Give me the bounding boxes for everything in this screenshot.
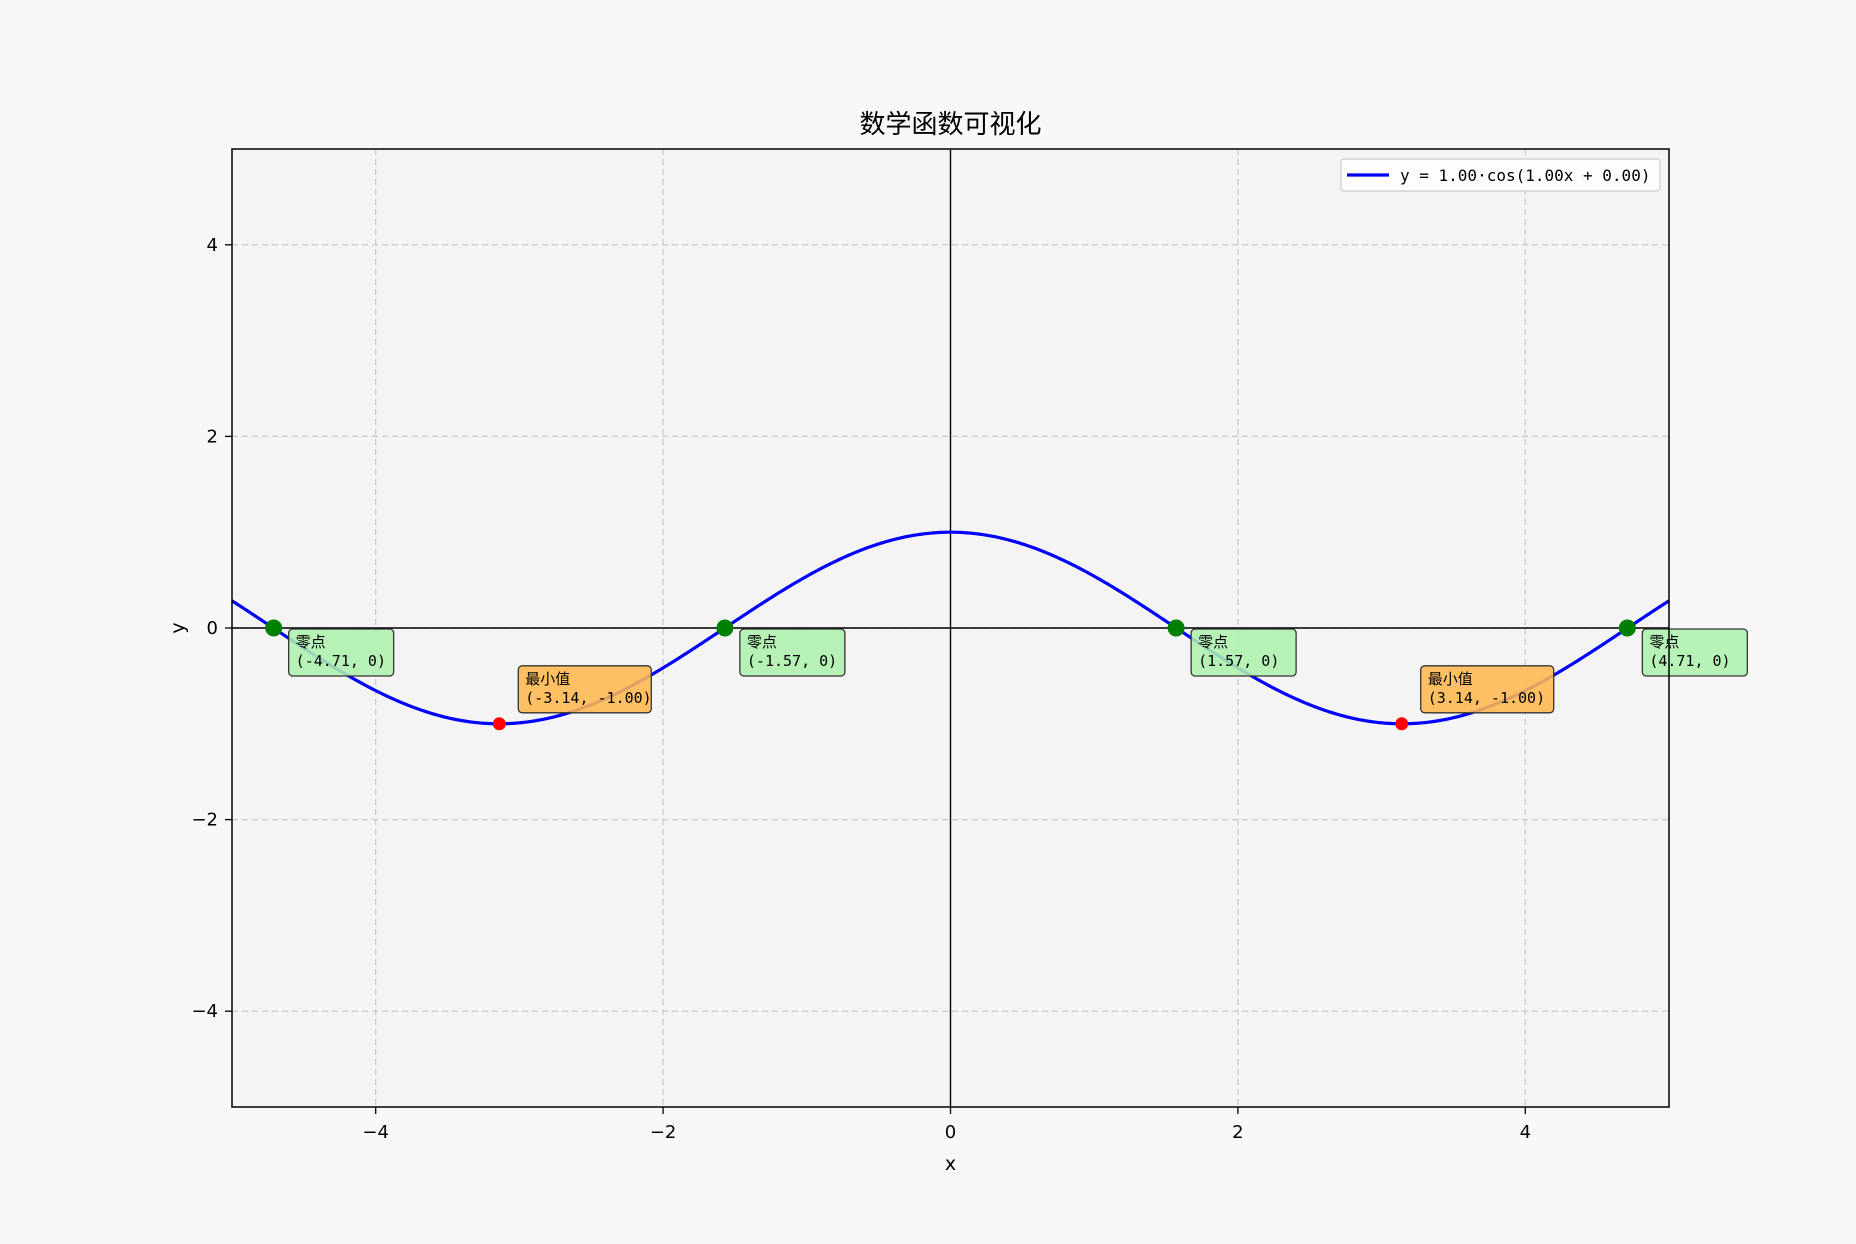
zero-point-marker <box>1618 619 1636 637</box>
x-tick-label: 2 <box>1232 1122 1243 1143</box>
legend-box <box>1340 158 1661 192</box>
minimum-point-marker <box>1395 717 1409 731</box>
minimum-point-marker <box>492 717 506 731</box>
annotation-label: 零点 <box>1649 633 1679 651</box>
markers <box>265 619 1636 731</box>
annotation-coords: (-3.14, -1.00) <box>525 689 651 707</box>
annotation: 零点(4.71, 0) <box>1641 628 1748 677</box>
annotation-box <box>288 628 395 677</box>
annotation: 最小值(3.14, -1.00) <box>1420 665 1555 714</box>
x-axis-label: x <box>945 1153 956 1175</box>
annotation-coords: (1.57, 0) <box>1198 652 1279 670</box>
annotation: 零点(-4.71, 0) <box>288 628 395 677</box>
annotation: 最小值(-3.14, -1.00) <box>517 665 652 714</box>
annotation-label: 最小值 <box>525 670 570 688</box>
annotation-coords: (-1.57, 0) <box>747 652 837 670</box>
annotation-label: 最小值 <box>1428 670 1473 688</box>
annotation-box <box>739 628 846 677</box>
annotation-coords: (-4.71, 0) <box>296 652 386 670</box>
annotation-coords: (4.71, 0) <box>1649 652 1730 670</box>
zero-point-marker <box>716 619 734 637</box>
annotation-label: 零点 <box>296 633 326 651</box>
annotation-box <box>1420 665 1555 714</box>
annotation: 零点(-1.57, 0) <box>739 628 846 677</box>
y-tick-label: 2 <box>207 426 218 447</box>
x-tick-label: −4 <box>362 1122 389 1143</box>
annotation: 零点(1.57, 0) <box>1190 628 1297 677</box>
series-line-cos <box>231 530 1670 726</box>
x-tick-label: −2 <box>650 1122 677 1143</box>
annotation-box <box>517 665 652 714</box>
zero-axes <box>232 149 1669 1107</box>
annotation-label: 零点 <box>1198 633 1228 651</box>
y-tick-label: −2 <box>191 810 218 831</box>
x-tick-label: 0 <box>945 1122 956 1143</box>
zero-point-marker <box>265 619 283 637</box>
y-tick-label: 4 <box>207 235 218 256</box>
annotation-label: 零点 <box>747 633 777 651</box>
annotation-box <box>1190 628 1297 677</box>
annotation-coords: (3.14, -1.00) <box>1428 689 1545 707</box>
y-axis-label: y <box>167 622 189 633</box>
legend-entry-label: y = 1.00·cos(1.00x + 0.00) <box>1400 166 1650 185</box>
x-tick-label: 4 <box>1520 1122 1531 1143</box>
y-tick-label: −4 <box>191 1001 218 1022</box>
chart-title: 数学函数可视化 <box>859 110 1041 140</box>
legend: y = 1.00·cos(1.00x + 0.00) <box>1340 158 1661 192</box>
tick-labels: −4 −2 0 2 4 −4 −2 0 2 4 <box>191 235 1531 1143</box>
y-tick-label: 0 <box>207 618 218 639</box>
zero-point-marker <box>1167 619 1185 637</box>
